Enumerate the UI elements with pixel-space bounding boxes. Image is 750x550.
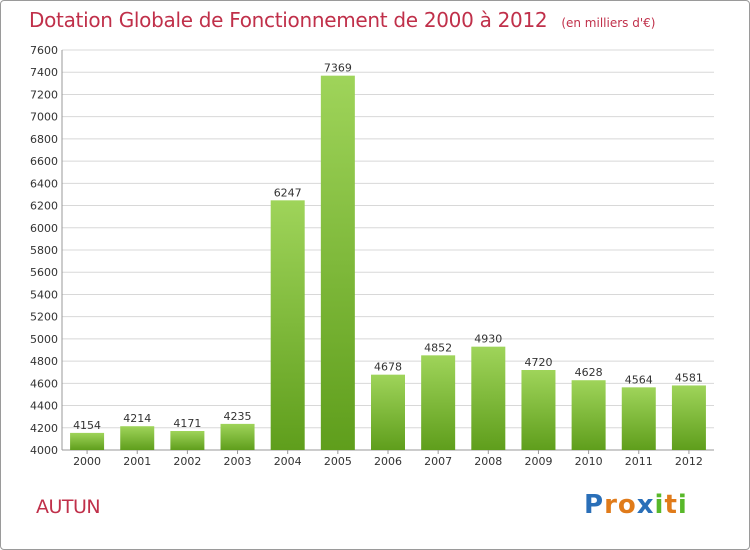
bar: [421, 355, 456, 450]
y-tick-label: 4600: [30, 377, 58, 390]
logo-letter: i: [677, 490, 688, 520]
bar: [521, 370, 556, 450]
logo-letter: r: [604, 490, 618, 520]
chart-title-text: Dotation Globale de Fonctionnement de 20…: [29, 8, 548, 32]
bar-value-label: 4678: [374, 361, 402, 374]
x-tick-label: 2003: [224, 455, 252, 468]
logo-letter: t: [664, 490, 678, 520]
y-tick-label: 6200: [30, 200, 58, 213]
y-tick-label: 4400: [30, 400, 58, 413]
bar: [621, 387, 656, 450]
x-tick-label: 2010: [575, 455, 603, 468]
logo-letter: o: [617, 490, 637, 520]
bar: [220, 423, 255, 450]
x-tick-label: 2000: [73, 455, 101, 468]
bar: [270, 200, 305, 450]
bar: [120, 426, 155, 450]
bar-value-label: 4628: [575, 366, 603, 379]
x-tick-label: 2007: [424, 455, 452, 468]
x-tick-label: 2001: [123, 455, 151, 468]
bar: [671, 385, 706, 450]
proxiti-logo: Proxiti: [584, 490, 688, 520]
bar-value-label: 4214: [123, 412, 151, 425]
bar-value-label: 4720: [524, 356, 552, 369]
bar-value-label: 4852: [424, 341, 452, 354]
y-tick-label: 7200: [30, 88, 58, 101]
y-tick-label: 6800: [30, 133, 58, 146]
chart-title: Dotation Globale de Fonctionnement de 20…: [29, 8, 655, 32]
unit-label: (en milliers d'€): [561, 16, 656, 30]
y-tick-label: 5600: [30, 266, 58, 279]
bar: [371, 374, 405, 450]
y-tick-label: 6600: [30, 155, 58, 168]
y-tick-label: 5200: [30, 311, 58, 324]
y-tick-label: 4000: [30, 444, 58, 457]
bar: [70, 432, 105, 450]
y-tick-label: 4200: [30, 422, 58, 435]
bar: [170, 431, 205, 450]
y-tick-label: 7400: [30, 66, 58, 79]
y-tick-label: 6000: [30, 222, 58, 235]
x-tick-label: 2011: [625, 455, 653, 468]
bar: [471, 346, 506, 450]
y-tick-label: 5000: [30, 333, 58, 346]
x-tick-label: 2009: [524, 455, 552, 468]
bar: [571, 380, 606, 450]
bar-value-label: 7369: [324, 62, 352, 75]
bar-value-label: 4154: [73, 419, 101, 432]
bar: [320, 75, 355, 451]
y-tick-label: 4800: [30, 355, 58, 368]
bar-value-label: 4930: [474, 333, 502, 346]
x-tick-label: 2002: [173, 455, 201, 468]
bar-value-label: 4235: [224, 410, 252, 423]
y-tick-label: 5800: [30, 244, 58, 257]
y-tick-label: 5400: [30, 288, 58, 301]
y-tick-label: 7000: [30, 111, 58, 124]
x-tick-label: 2005: [324, 455, 352, 468]
x-tick-label: 2012: [675, 455, 703, 468]
x-tick-label: 2006: [374, 455, 402, 468]
commune-name: AUTUN: [36, 496, 101, 518]
bar-value-label: 4171: [173, 417, 201, 430]
bar-value-label: 4581: [675, 371, 703, 384]
y-tick-label: 7600: [30, 44, 58, 57]
y-tick-label: 6400: [30, 177, 58, 190]
x-tick-label: 2004: [274, 455, 302, 468]
x-tick-label: 2008: [474, 455, 502, 468]
logo-letter: i: [654, 490, 665, 520]
logo-letter: P: [584, 490, 605, 520]
bar-value-label: 4564: [625, 373, 653, 386]
logo-letter: x: [636, 490, 655, 520]
bar-value-label: 6247: [274, 186, 302, 199]
